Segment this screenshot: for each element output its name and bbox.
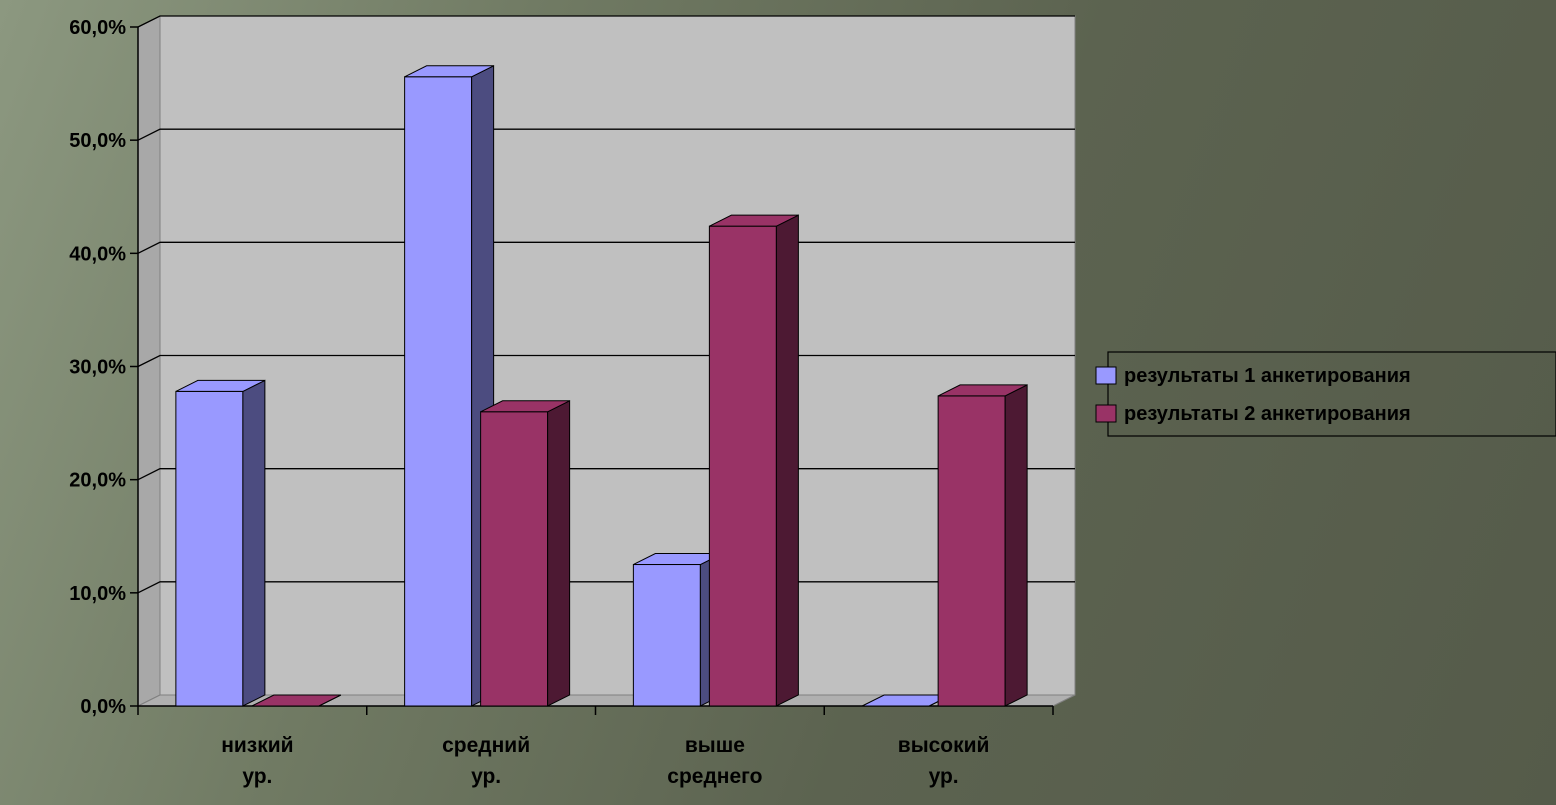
bar-top bbox=[937, 384, 1028, 397]
y-tick-label: 50,0% bbox=[69, 130, 126, 152]
y-tick-label: 30,0% bbox=[69, 357, 126, 379]
bar-series1-3 bbox=[632, 552, 723, 707]
y-tick-label: 0,0% bbox=[80, 696, 126, 718]
y-tick-label: 60,0% bbox=[69, 17, 126, 39]
x-category-label: ур. bbox=[929, 765, 959, 788]
x-category-label: ур. bbox=[471, 765, 501, 788]
legend-swatch bbox=[1095, 404, 1117, 423]
bar-side bbox=[775, 214, 799, 707]
x-category-label: ур. bbox=[242, 765, 272, 788]
bar-top bbox=[404, 65, 494, 78]
x-category-label: низкий bbox=[221, 734, 293, 757]
bar-front bbox=[175, 390, 244, 707]
bar-front bbox=[708, 225, 777, 707]
legend-label: результаты 1 анкетирования bbox=[1124, 365, 1411, 387]
y-tick-label: 10,0% bbox=[69, 583, 126, 605]
x-category-label: средний bbox=[442, 734, 530, 757]
bar-series1-1 bbox=[175, 379, 266, 707]
x-category-label: среднего bbox=[667, 765, 762, 788]
bar-top bbox=[251, 694, 342, 707]
bar-series2-4 bbox=[937, 384, 1028, 707]
x-category-label: высокий bbox=[898, 734, 990, 757]
bar-top bbox=[480, 400, 570, 413]
legend-swatch bbox=[1095, 366, 1117, 385]
bar-series2-1 bbox=[251, 694, 342, 707]
bar-top bbox=[175, 379, 266, 392]
legend: результаты 1 анкетирования результаты 2 а… bbox=[1095, 351, 1556, 437]
bar-front bbox=[404, 76, 473, 707]
bar-side bbox=[1004, 384, 1028, 707]
gridline bbox=[137, 15, 1075, 28]
bar-front bbox=[480, 411, 549, 707]
bar-series2-3 bbox=[708, 214, 799, 707]
bar-front bbox=[632, 564, 701, 707]
y-tick-label: 40,0% bbox=[69, 243, 126, 265]
bar-top bbox=[709, 214, 799, 227]
bar-series2-2 bbox=[480, 399, 571, 707]
legend-box bbox=[1107, 351, 1556, 437]
legend-label: результаты 2 анкетирования bbox=[1124, 403, 1411, 425]
x-category-label: выше bbox=[685, 734, 745, 757]
gridline bbox=[137, 128, 1075, 141]
bar-side bbox=[547, 399, 571, 707]
y-tick-label: 20,0% bbox=[69, 470, 126, 492]
bar-front bbox=[937, 395, 1006, 707]
bar-side bbox=[242, 379, 266, 707]
